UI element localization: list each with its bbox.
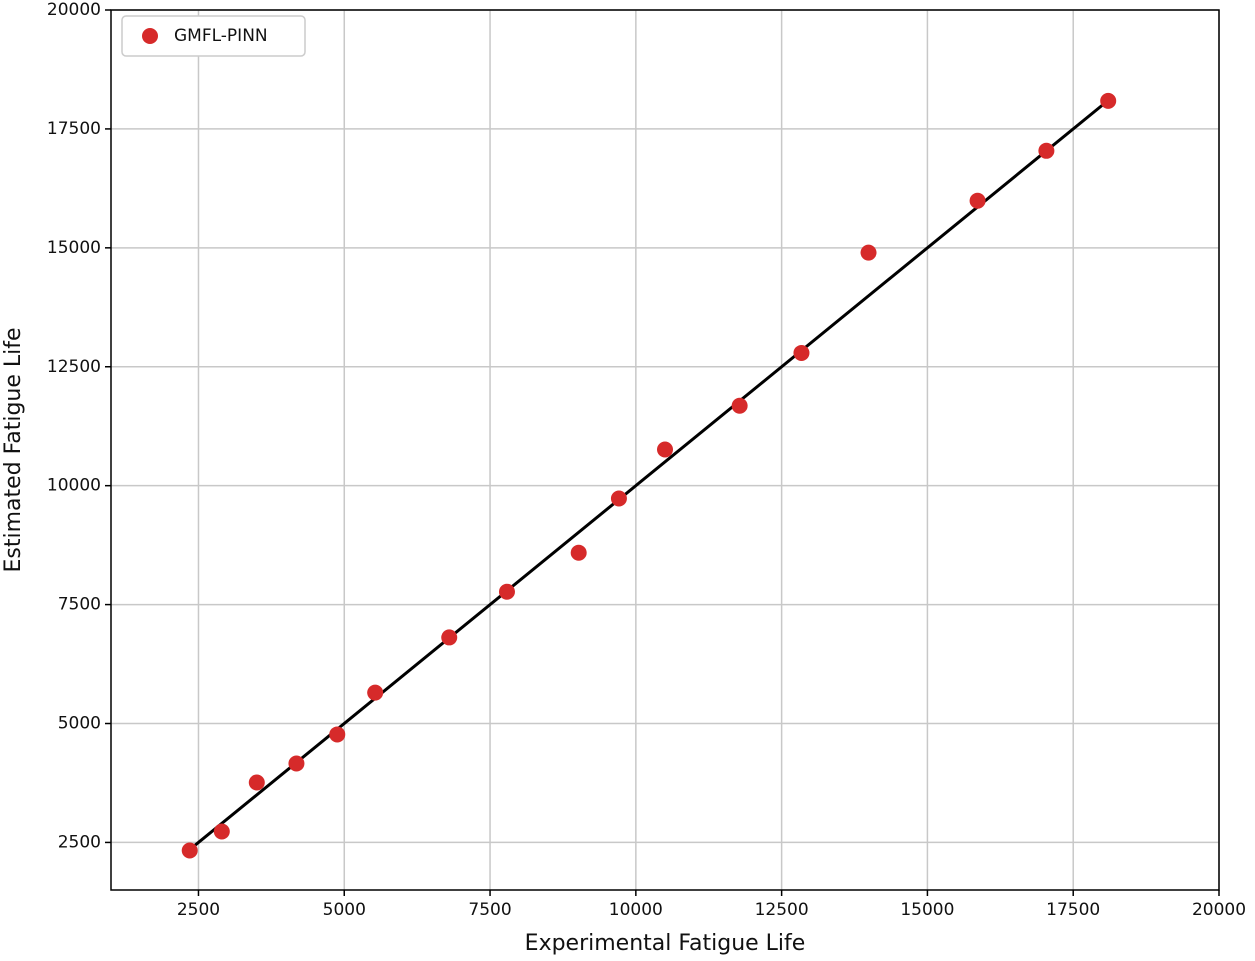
y-axis-label: Estimated Fatigue Life <box>1 327 26 572</box>
y-tick-label: 12500 <box>47 357 101 377</box>
scatter-point <box>610 490 627 507</box>
scatter-point <box>570 544 587 561</box>
x-tick-label: 12500 <box>755 900 809 920</box>
plot-frame <box>110 9 1220 891</box>
scatter-point <box>793 344 810 361</box>
x-tick-label: 15000 <box>900 900 954 920</box>
scatter-point <box>329 726 346 743</box>
y-tick-label: 5000 <box>58 714 101 734</box>
x-tick-label: 20000 <box>1192 900 1246 920</box>
x-tick-label: 5000 <box>323 900 366 920</box>
scatter-point <box>731 397 748 414</box>
reference-line <box>188 99 1110 851</box>
scatter-point <box>441 629 458 646</box>
x-tick-label: 10000 <box>609 900 663 920</box>
x-tick-label: 2500 <box>177 900 220 920</box>
scatter-point <box>248 774 265 791</box>
y-tick-label: 17500 <box>47 119 101 139</box>
scatter-point <box>498 583 515 600</box>
y-tick-label: 10000 <box>47 476 101 496</box>
scatter-point <box>657 441 673 458</box>
legend-box <box>121 15 306 57</box>
scatter-point <box>181 842 198 859</box>
scatter-point <box>288 755 305 772</box>
scatter-point <box>367 684 384 701</box>
scatter-point <box>969 192 986 209</box>
x-tick-label: 17500 <box>1046 900 1100 920</box>
y-tick-label: 15000 <box>47 238 101 258</box>
scatter-point <box>1100 92 1117 109</box>
scatter-point <box>213 823 230 840</box>
x-tick-label: 7500 <box>468 900 511 920</box>
scatter-point <box>860 244 877 261</box>
y-tick-label: 20000 <box>47 0 101 20</box>
legend-marker <box>142 28 158 44</box>
y-tick-label: 2500 <box>58 832 101 852</box>
legend-label: GMFL-PINN <box>174 26 268 46</box>
x-axis-label: Experimental Fatigue Life <box>525 931 806 956</box>
y-tick-label: 7500 <box>58 595 101 615</box>
scatter-point <box>1038 142 1055 159</box>
